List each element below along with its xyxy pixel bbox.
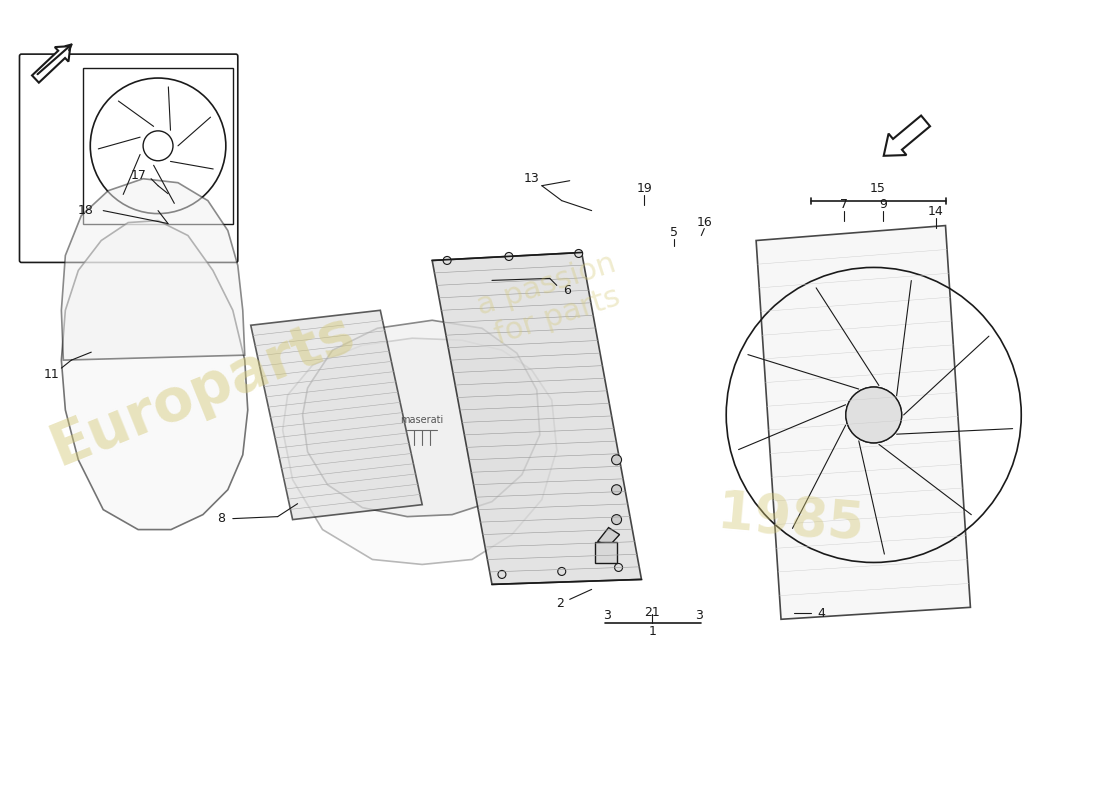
Polygon shape bbox=[251, 310, 422, 520]
Ellipse shape bbox=[846, 387, 902, 443]
Text: maserati: maserati bbox=[400, 415, 443, 425]
Text: 15: 15 bbox=[870, 182, 886, 195]
Circle shape bbox=[574, 250, 583, 258]
Text: a passion
for parts: a passion for parts bbox=[473, 248, 630, 353]
Polygon shape bbox=[62, 178, 245, 360]
FancyArrow shape bbox=[883, 115, 930, 156]
Text: 13: 13 bbox=[524, 172, 540, 186]
Circle shape bbox=[612, 455, 621, 465]
Bar bbox=[84, 68, 233, 223]
Text: 9: 9 bbox=[879, 198, 887, 211]
Text: 19: 19 bbox=[637, 182, 652, 195]
Text: 6: 6 bbox=[563, 284, 571, 297]
Circle shape bbox=[615, 563, 623, 571]
Circle shape bbox=[498, 570, 506, 578]
Circle shape bbox=[612, 514, 621, 525]
Circle shape bbox=[443, 257, 451, 265]
Text: 3: 3 bbox=[695, 609, 703, 622]
Text: 8: 8 bbox=[217, 512, 224, 525]
Text: 2: 2 bbox=[556, 597, 563, 610]
Text: 1985: 1985 bbox=[716, 487, 867, 552]
Circle shape bbox=[558, 567, 565, 575]
Text: 1: 1 bbox=[649, 625, 657, 638]
Text: 7: 7 bbox=[839, 198, 848, 211]
Text: 18: 18 bbox=[77, 204, 94, 217]
FancyBboxPatch shape bbox=[20, 54, 238, 262]
Text: 11: 11 bbox=[44, 367, 59, 381]
Text: 17: 17 bbox=[130, 170, 146, 182]
Text: 4: 4 bbox=[817, 607, 825, 620]
Text: 3: 3 bbox=[603, 609, 611, 622]
Polygon shape bbox=[597, 527, 619, 546]
Text: 5: 5 bbox=[670, 226, 679, 239]
Text: 14: 14 bbox=[927, 205, 944, 218]
FancyArrow shape bbox=[32, 46, 70, 82]
Polygon shape bbox=[62, 221, 248, 530]
Circle shape bbox=[505, 253, 513, 261]
Bar bbox=[595, 542, 617, 563]
Circle shape bbox=[612, 485, 621, 494]
Text: 21: 21 bbox=[645, 606, 660, 619]
Polygon shape bbox=[302, 320, 540, 517]
Text: Europarts: Europarts bbox=[43, 303, 363, 477]
Text: 16: 16 bbox=[696, 216, 712, 229]
Polygon shape bbox=[756, 226, 970, 619]
Polygon shape bbox=[283, 338, 557, 565]
Polygon shape bbox=[432, 253, 641, 585]
